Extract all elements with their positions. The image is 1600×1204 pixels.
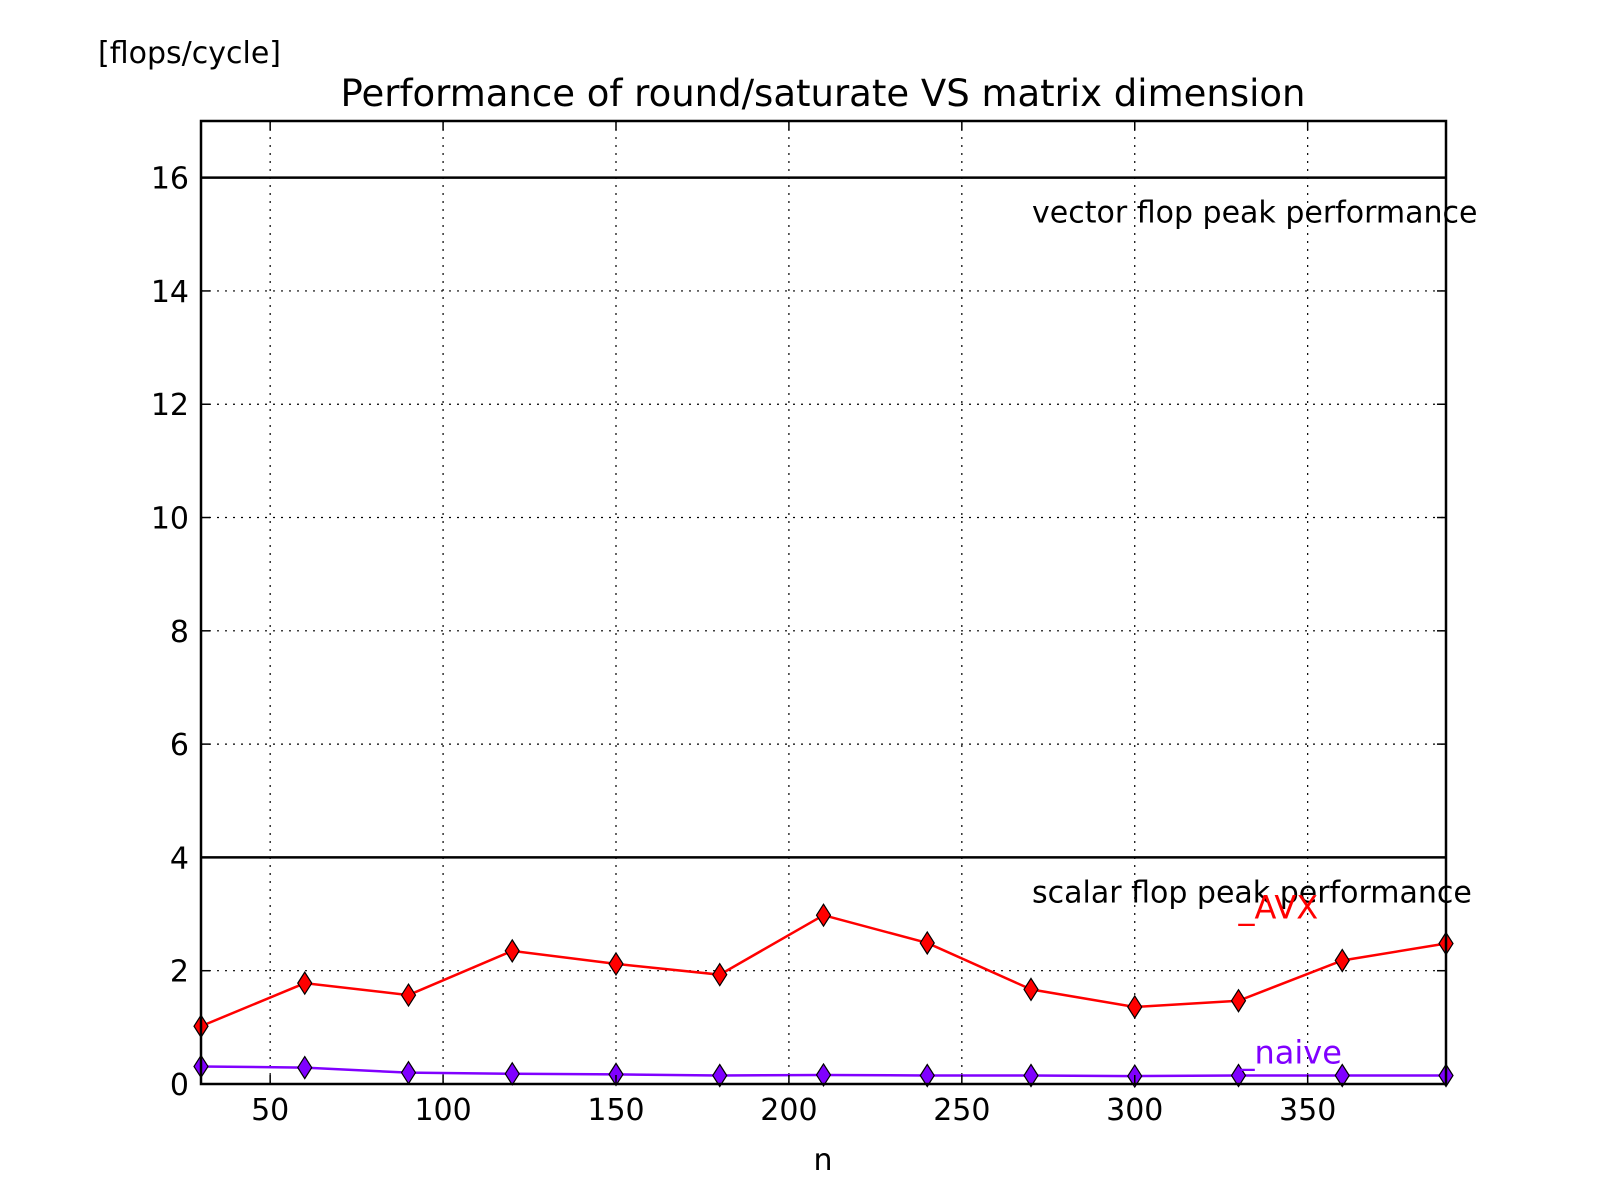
reference-lines (201, 176, 1446, 859)
y-tick-label: 2 (170, 955, 189, 990)
x-tick-label: 300 (1106, 1093, 1163, 1128)
data-point-marker (1127, 994, 1143, 1020)
grid-layer (201, 121, 1446, 1084)
chart-title: Performance of round/saturate VS matrix … (341, 72, 1306, 115)
reference-label: vector flop peak performance (1032, 196, 1477, 231)
y-axis-label: [flops/cycle] (98, 36, 281, 71)
y-tick-label: 4 (170, 841, 189, 876)
data-point-marker (400, 982, 417, 1008)
y-tick-label: 8 (170, 615, 189, 650)
data-point-marker (297, 971, 313, 996)
x-tick-label: 100 (414, 1093, 471, 1128)
x-axis-label: n (813, 1143, 832, 1178)
data-point-marker (504, 1061, 520, 1086)
data-point-marker (608, 1062, 624, 1087)
y-tick-label: 14 (151, 275, 189, 310)
reference-label: scalar flop peak performance (1032, 875, 1472, 910)
series-label: _AVX (1238, 889, 1319, 927)
y-tick-label: 0 (170, 1068, 189, 1103)
data-point-marker (608, 951, 624, 977)
x-tick-label: 350 (1279, 1093, 1336, 1128)
data-point-marker (1334, 948, 1350, 973)
data-point-marker (400, 1060, 417, 1085)
axes-layer (199, 119, 1448, 1086)
data-point-marker (712, 962, 728, 987)
series-layer (193, 903, 1454, 1089)
x-tick-label: 50 (251, 1093, 289, 1128)
data-point-marker (712, 1063, 728, 1088)
series-label: _naive (1238, 1034, 1342, 1072)
x-tick-label: 250 (933, 1093, 990, 1128)
data-point-marker (1334, 1063, 1350, 1088)
x-tick-label: 150 (587, 1093, 644, 1128)
data-point-marker (1023, 977, 1039, 1002)
series-line (200, 913, 1447, 1028)
data-point-marker (815, 1062, 832, 1088)
data-point-marker (919, 1063, 935, 1088)
x-tick-label: 200 (760, 1093, 817, 1128)
y-tick-label: 12 (151, 388, 189, 423)
data-point-marker (1023, 1063, 1039, 1088)
tick-labels: 50 100 150 200 250 300 350 0 2 4 6 8 10 12 14 16 (151, 162, 1336, 1128)
y-tick-label: 10 (151, 502, 189, 537)
series-labels: vector flop peak performance scalar flop … (1032, 196, 1477, 1072)
plot-frame (199, 119, 1448, 1086)
y-tick-label: 16 (151, 162, 189, 197)
data-point-marker (919, 930, 935, 956)
data-point-marker (815, 903, 832, 928)
data-point-marker (297, 1055, 313, 1080)
data-point-marker (1230, 1063, 1247, 1088)
y-tick-label: 6 (170, 728, 189, 763)
data-point-marker (1230, 988, 1247, 1013)
data-point-marker (504, 938, 520, 963)
